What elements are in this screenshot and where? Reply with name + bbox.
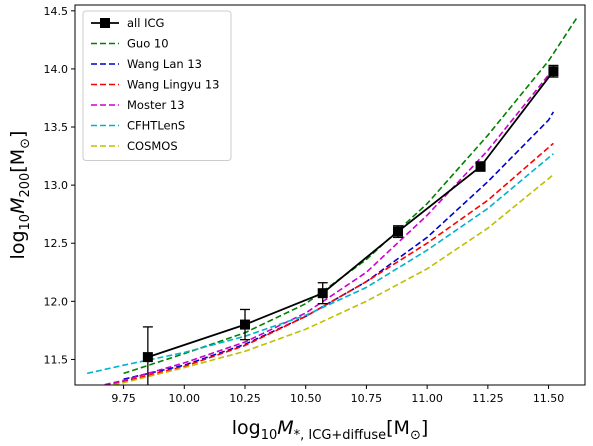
legend-label-wang-lan-13: Wang Lan 13 [127,57,202,71]
x-axis-label-main-sub: *, ICG+diffuse [294,428,386,443]
plot-area [74,4,586,386]
x-axis-label-prefix-sub: 10 [261,428,278,443]
series-line-all-icg [147,70,555,358]
y-axis-label: log10M200[M⊙] [7,131,33,260]
data-point [475,161,486,172]
y-tick-label: 13.5 [44,121,69,134]
data-point [142,352,153,363]
axis-labels: log10M*, ICG+diffuse[M⊙]log10M200[M⊙] [7,131,428,443]
y-axis-label-prefix-sub: 10 [18,214,33,231]
y-axis-label-main-sub: 200 [18,173,33,198]
legend-marker-all-icg [100,18,110,28]
legend-label-guo-10: Guo 10 [127,37,169,51]
y-axis-label-prefix: log [7,230,29,259]
x-tick-label: 11.00 [411,392,443,405]
x-tick-label: 10.25 [229,392,261,405]
legend-label-cfhtlens: CFHTLenS [127,119,185,133]
plot-frame [74,4,586,386]
x-tick-label: 11.25 [472,392,504,405]
x-tick-label: 10.50 [290,392,322,405]
data-point [317,288,328,299]
series-group [86,16,579,385]
y-tick-label: 12.0 [44,295,69,308]
x-tick-label: 9.75 [111,392,136,405]
y-tick-label: 14.5 [44,5,69,18]
legend-frame [82,10,232,161]
y-tick-label: 12.5 [44,237,69,250]
x-axis-label-unit-sub: ⊙ [410,428,421,443]
data-point [393,226,403,237]
y-axis-label-main: M [7,198,29,214]
series-line-moster-13 [99,68,555,385]
legend-label-all-icg: all ICG [127,16,164,30]
x-axis-label: log10M*, ICG+diffuse[M⊙] [232,417,429,443]
y-axis-label-unit-sub: ⊙ [18,138,33,149]
y-axis-label-unit-close: ] [7,131,29,138]
x-tick-label: 10.00 [169,392,201,405]
series-line-cosmos [109,174,554,385]
legend-label-cosmos: COSMOS [127,139,178,153]
x-tick-label: 10.75 [351,392,383,405]
legend-label-wang-lingyu-13: Wang Lingyu 13 [127,78,220,92]
series-line-wang-lingyu-13 [104,142,554,385]
axis-ticks: 9.75 10.00 10.25 10.50 10.75 11.00 11.25 11.50 1… [44,5,565,405]
y-axis-label-unit-open: [M [7,149,29,173]
y-tick-label: 13.0 [44,179,69,192]
legend-label-moster-13: Moster 13 [127,98,185,112]
y-tick-label: 11.5 [44,353,69,366]
x-axis-label-prefix: log [232,417,261,439]
data-point [548,66,559,77]
x-axis-label-unit-close: ] [421,417,428,439]
legend: all ICG Guo 10 Wang Lan 13 Wang Lingyu 13 Mo… [82,10,232,161]
x-axis-label-main: M [277,417,293,439]
x-tick-label: 11.50 [533,392,565,405]
data-point [240,319,250,330]
x-axis-label-unit-open: [M [386,417,410,439]
y-tick-label: 14.0 [44,63,69,76]
